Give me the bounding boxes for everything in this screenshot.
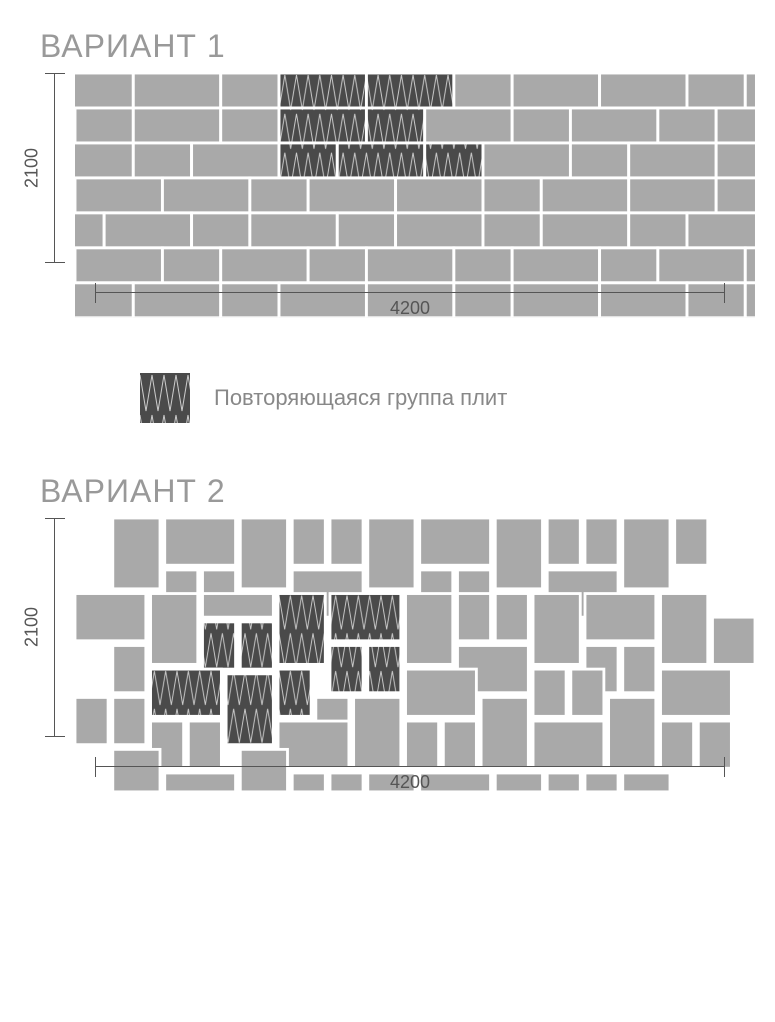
variant1-title: ВАРИАНТ 1 [40,28,755,65]
legend-swatch-icon [140,373,190,423]
variant2-dim-w-label: 4200 [390,772,430,793]
variant1-dim-h-label: 2100 [22,148,43,188]
variant1-dim-w-label: 4200 [390,298,430,319]
variant2-dim-vertical: 2100 [20,518,75,737]
legend-label: Повторяющаяся группа плит [214,385,507,411]
variant2-dim-h-label: 2100 [22,607,43,647]
variant1-diagram: 2100 4200 [20,73,755,318]
variant1-dim-horizontal: 4200 [95,268,725,318]
variant2-diagram: 2100 4200 [20,518,755,792]
legend: Повторяющаяся группа плит [140,373,755,423]
variant2-dim-horizontal: 4200 [95,742,725,792]
variant1-dim-vertical: 2100 [20,73,75,263]
variant2-title: ВАРИАНТ 2 [40,473,755,510]
